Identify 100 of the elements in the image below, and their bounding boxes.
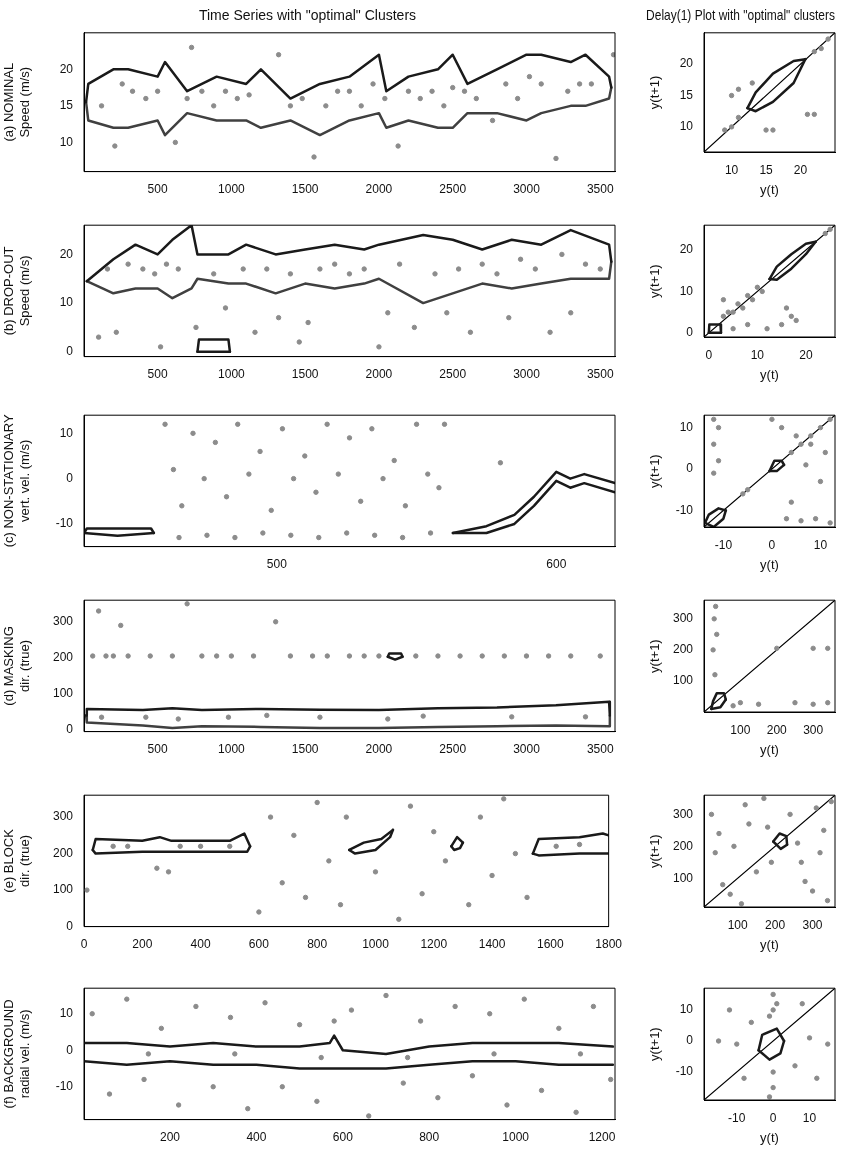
x-tick-label: 600 [248,937,270,952]
y-tick-label: 0 [66,1042,74,1057]
y-tick-label: 0 [66,470,74,485]
x-tick-label: 10 [802,1110,817,1125]
x-tick-label: 2500 [439,742,467,757]
x-tick-label: 0 [80,937,88,952]
x-tick-label: 300 [802,917,823,932]
y-tick-label: 300 [672,806,694,821]
x-axis-title: y(t) [760,1129,779,1145]
y-axis-title: (f) BACKGROUND radial vel. (m/s) [1,999,32,1109]
x-tick-label: 2500 [439,182,467,197]
y-tick-label: 20 [679,242,694,257]
x-tick-label: 400 [190,937,211,952]
x-tick-label: -10 [728,1110,746,1125]
y-tick-label: -10 [55,516,74,531]
x-tick-label: 1200 [588,1130,616,1145]
y-axis-title: y(t+1) [647,264,663,298]
y-tick-label: 15 [59,98,74,113]
x-tick-label: 0 [768,537,776,552]
x-tick-label: 20 [793,162,808,177]
x-tick-label: 3500 [586,182,614,197]
x-tick-label: 2000 [365,742,393,757]
y-tick-label: 10 [679,1002,694,1017]
y-tick-label: -10 [675,1064,694,1079]
y-tick-label: 300 [52,809,74,824]
x-tick-label: 15 [759,162,774,177]
x-axis-title: y(t) [760,936,779,952]
x-axis-title: y(t) [760,181,779,197]
y-tick-label: 10 [59,134,74,149]
x-tick-label: 3000 [513,367,541,382]
x-tick-label: 500 [147,367,168,382]
y-tick-label: 20 [59,246,74,261]
x-tick-label: 1000 [362,937,390,952]
y-tick-label: 20 [679,56,694,71]
x-tick-label: 200 [765,917,786,932]
y-tick-label: 10 [59,295,74,310]
x-axis-title: y(t) [760,741,779,757]
y-tick-label: 10 [679,283,694,298]
y-axis-title: (b) DROP-OUT Speed (m/s) [1,246,32,336]
x-tick-label: 3500 [586,742,614,757]
y-axis-title: (d) MASKING dir. (true) [1,626,32,706]
y-tick-label: -10 [55,1079,74,1094]
y-tick-label: 10 [679,119,694,134]
x-tick-label: 10 [724,162,739,177]
y-tick-label: 0 [686,325,694,340]
y-axis-title: (e) BLOCK dir. (true) [1,828,32,893]
x-tick-label: 100 [727,917,749,932]
y-axis-title: y(t+1) [647,1027,663,1061]
x-tick-label: 600 [546,557,567,572]
x-tick-label: 1000 [218,182,246,197]
x-tick-label: 2000 [365,367,393,382]
x-tick-label: 1800 [595,937,623,952]
x-tick-label: 1200 [420,937,448,952]
x-tick-label: 600 [332,1130,354,1145]
x-tick-label: 3000 [513,182,541,197]
chart-title: Time Series with "optimal" Clusters [198,7,417,24]
x-tick-label: 2000 [365,182,393,197]
x-axis-title: y(t) [760,556,779,572]
x-tick-label: 500 [147,182,168,197]
x-tick-label: 1400 [478,937,506,952]
y-tick-label: 100 [52,882,74,897]
x-tick-label: 1000 [502,1130,530,1145]
x-tick-label: 1600 [537,937,565,952]
x-tick-label: 10 [750,347,765,362]
y-tick-label: 100 [672,870,694,885]
x-tick-label: 2500 [439,367,467,382]
y-tick-label: 300 [52,614,74,629]
x-tick-label: 800 [419,1130,440,1145]
x-tick-label: 300 [803,722,824,737]
y-tick-label: 15 [679,87,694,102]
x-tick-label: 200 [159,1130,181,1145]
y-tick-label: 200 [672,642,694,657]
y-tick-label: 20 [59,61,74,76]
x-tick-label: 10 [813,537,828,552]
x-tick-label: 400 [246,1130,267,1145]
x-tick-label: 500 [266,557,288,572]
x-tick-label: 1000 [218,367,246,382]
y-axis-title: (c) NON-STATIONARY vert. vel. (m/s) [1,414,32,548]
x-tick-label: 1000 [218,742,246,757]
x-tick-label: 200 [766,722,788,737]
y-tick-label: -10 [675,502,694,517]
x-tick-label: 3000 [513,742,541,757]
y-tick-label: 10 [59,425,74,440]
x-tick-label: 200 [132,937,153,952]
x-tick-label: 1500 [291,367,319,382]
y-tick-label: 0 [686,461,694,476]
y-tick-label: 300 [672,611,694,626]
y-axis-title: y(t+1) [647,639,663,673]
y-axis-title: y(t+1) [647,75,663,110]
y-axis-title: (a) NOMINAL Speed (m/s) [1,62,32,142]
x-tick-label: 500 [147,742,168,757]
y-tick-label: 100 [52,686,74,701]
x-tick-label: 0 [705,347,713,362]
y-tick-label: 0 [686,1033,694,1048]
x-tick-label: -10 [714,537,733,552]
chart-title: Delay(1) Plot with "optimal" clusters [646,7,836,24]
x-tick-label: 0 [769,1110,777,1125]
x-tick-label: 20 [799,347,813,362]
x-tick-label: 800 [307,937,328,952]
y-tick-label: 200 [672,838,694,853]
